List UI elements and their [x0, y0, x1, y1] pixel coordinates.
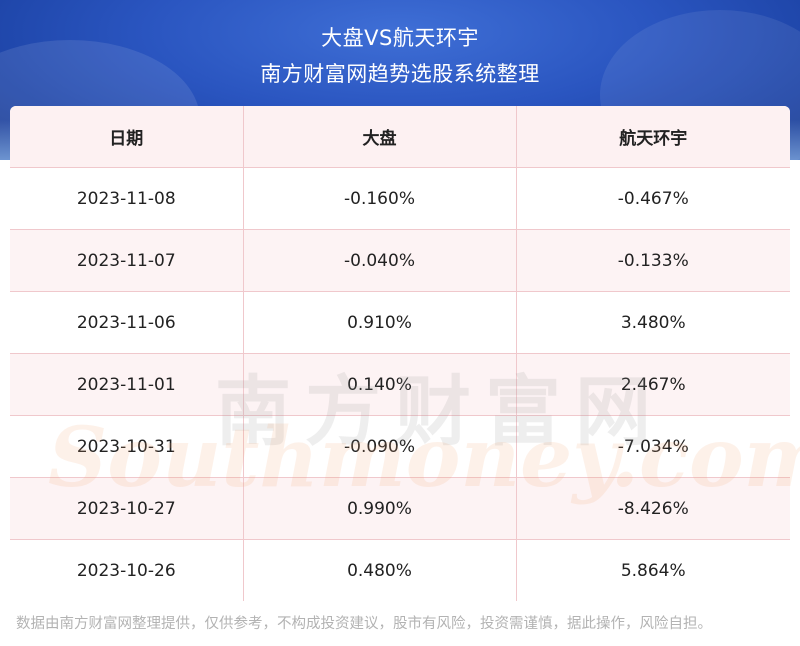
comparison-table-panel: 日期 大盘 航天环宇 2023-11-08 -0.160% -0.467% 20…	[10, 106, 790, 602]
table-row: 2023-11-01 0.140% 2.467%	[10, 353, 790, 416]
cell-date: 2023-11-07	[10, 229, 243, 292]
table-row: 2023-11-06 0.910% 3.480%	[10, 291, 790, 354]
cell-stock-change: -0.133%	[515, 229, 790, 292]
footer: 数据由南方财富网整理提供，仅供参考，不构成投资建议，股市有风险，投资需谨慎，据此…	[0, 602, 800, 646]
cell-date: 2023-11-08	[10, 167, 243, 230]
column-header-market: 大盘	[242, 106, 516, 168]
table-row: 2023-11-08 -0.160% -0.467%	[10, 167, 790, 230]
cell-stock-change: 3.480%	[515, 291, 790, 354]
comparison-table: 日期 大盘 航天环宇 2023-11-08 -0.160% -0.467% 20…	[10, 106, 790, 601]
cell-stock-change: -0.467%	[515, 167, 790, 230]
cell-date: 2023-11-06	[10, 291, 243, 354]
page-subtitle: 南方财富网趋势选股系统整理	[260, 62, 540, 86]
cell-market-change: 0.140%	[242, 353, 516, 416]
cell-stock-change: -8.426%	[515, 477, 790, 540]
cell-date: 2023-11-01	[10, 353, 243, 416]
cell-date: 2023-10-26	[76, 560, 176, 581]
disclaimer-text: 数据由南方财富网整理提供，仅供参考，不构成投资建议，股市有风险，投资需谨慎，据此…	[16, 616, 712, 632]
table-row: 2023-10-27 0.990% -8.426%	[10, 477, 790, 540]
column-header-date: 日期	[10, 106, 243, 168]
cell-stock-change: 2.467%	[515, 353, 790, 416]
cell-market-change: -0.090%	[242, 415, 516, 478]
cell-market-change: -0.040%	[242, 229, 516, 292]
table-row: 2023-10-31 -0.090% -7.034%	[10, 415, 790, 478]
cell-stock-change: -7.034%	[515, 415, 790, 478]
cell-date: 2023-10-27	[10, 477, 243, 540]
page-title: 大盘VS航天环宇	[321, 26, 479, 50]
cell-stock-change: 5.864%	[515, 539, 790, 601]
cell-market-change: 0.990%	[242, 477, 516, 540]
cell-date: 2023-10-31	[10, 415, 243, 478]
column-header-stock: 航天环宇	[515, 106, 790, 168]
cell-market-change: 0.480%	[242, 539, 516, 601]
table-row: 2023-10-26 0.480% 5.864%	[10, 539, 790, 601]
cell-market-change: -0.160%	[242, 167, 516, 230]
cell-market-change: 0.910%	[242, 291, 516, 354]
table-header-row: 日期 大盘 航天环宇	[10, 106, 790, 168]
table-row: 2023-11-07 -0.040% -0.133%	[10, 229, 790, 292]
